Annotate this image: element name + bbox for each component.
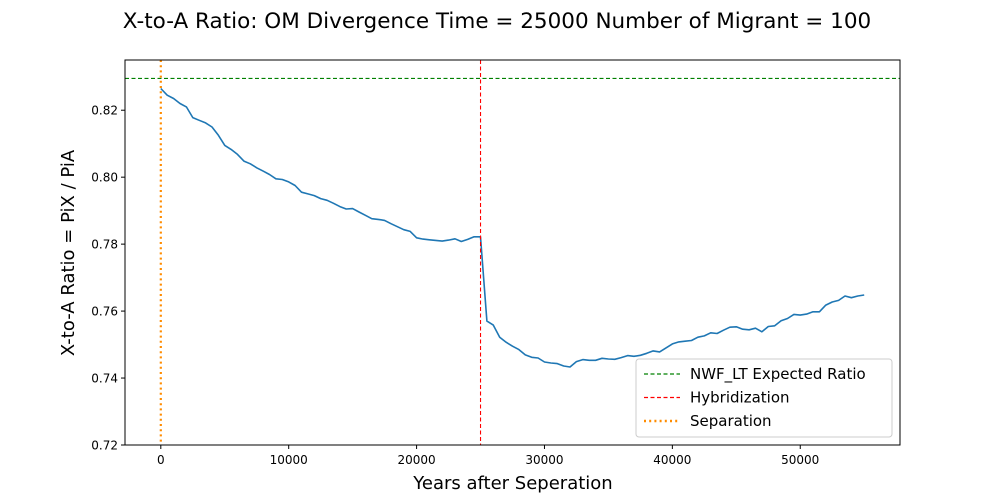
x-tick-label: 40000	[653, 453, 691, 467]
legend-entry: NWF_LT Expected Ratio	[690, 365, 866, 384]
x-tick-label: 50000	[781, 453, 819, 467]
legend-entry: Hybridization	[690, 389, 790, 407]
y-tick-label: 0.72	[91, 439, 118, 453]
plot-frame	[124, 59, 901, 446]
y-axis: 0.72 0.74 0.76 0.78 0.80 0.82	[91, 104, 125, 453]
y-tick-label: 0.78	[91, 238, 118, 252]
y-tick-label: 0.76	[91, 305, 118, 319]
x-tick-label: 20000	[397, 453, 435, 467]
legend: NWF_LT Expected Ratio Hybridization Separa…	[635, 358, 893, 438]
chart-title: X-to-A Ratio: OM Divergence Time = 25000…	[123, 9, 871, 34]
legend-entry: Separation	[690, 412, 772, 430]
y-axis-label: X-to-A Ratio = PiX / PiA	[58, 149, 79, 356]
series-line-0	[160, 87, 865, 368]
legend-box	[635, 358, 893, 438]
y-tick-label: 0.74	[91, 372, 118, 386]
x-axis-label: Years after Seperation	[412, 473, 612, 494]
x-tick-label: 10000	[270, 453, 308, 467]
y-tick-label: 0.82	[91, 104, 118, 118]
x-tick-label: 0	[157, 453, 165, 467]
x-tick-label: 30000	[525, 453, 563, 467]
x-axis: 0 10000 20000 30000 40000 50000	[157, 445, 819, 467]
y-tick-label: 0.80	[91, 171, 118, 185]
